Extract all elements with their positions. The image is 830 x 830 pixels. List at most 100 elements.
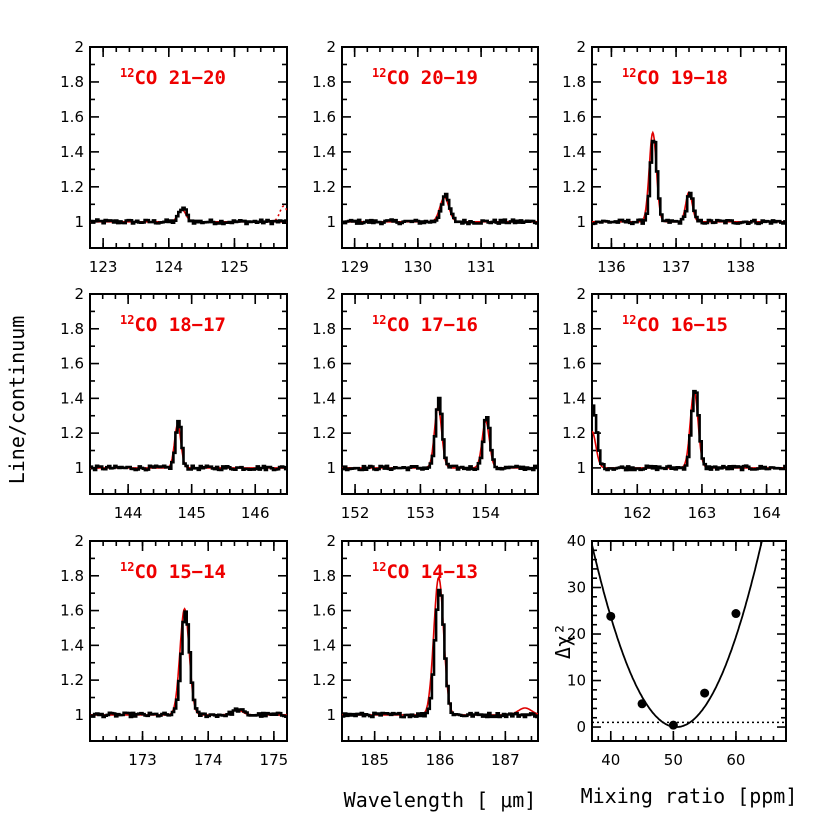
- transition-label: 12CO 14−13: [372, 560, 478, 583]
- isotope-superscript: 12: [372, 313, 386, 327]
- y-tick-label: 1: [74, 213, 84, 231]
- y-tick-label: 1.4: [60, 389, 84, 407]
- panel-3: 1 1.2 1.4 1.6 1.8 2 136 137 138 12CO 19−18: [562, 38, 787, 276]
- y-tick-label: 1.6: [312, 355, 336, 373]
- x-tick-label: 130: [404, 258, 433, 276]
- panel-1: 1 1.2 1.4 1.6 1.8 2 123 124 125 12CO 21−20: [60, 38, 288, 276]
- y-axis-title: Line/continuum: [5, 316, 29, 485]
- y-tick-label: 1.2: [562, 424, 586, 442]
- x-tick-label: 137: [662, 258, 691, 276]
- plot-area: [342, 396, 538, 472]
- y-tick-label: 1.2: [60, 671, 84, 689]
- panel-6: 1 1.2 1.4 1.6 1.8 2 162 163 164 12CO 16−15: [562, 285, 787, 522]
- y-tick-label: 1.8: [312, 567, 336, 585]
- y-tick-label: 20: [567, 625, 586, 643]
- mixing-ratio-axis-title: Mixing ratio [ppm]: [581, 784, 798, 808]
- isotope-superscript: 12: [372, 560, 386, 574]
- y-tick-label: 1.8: [60, 320, 84, 338]
- x-axis-title: Wavelength [ μm]: [344, 788, 537, 812]
- x-tick-label: 129: [340, 258, 369, 276]
- y-tick-label: 1.2: [562, 178, 586, 196]
- y-tick-label: 1.8: [60, 567, 84, 585]
- transition-label: 12CO 16−15: [622, 313, 728, 336]
- data-point: [700, 688, 710, 698]
- y-tick-label: 1.6: [60, 108, 84, 126]
- transition-text: CO 19−18: [636, 67, 728, 89]
- x-tick-label: 174: [194, 751, 223, 769]
- x-tick-label: 173: [128, 751, 157, 769]
- chi2-axis-title: Δχ²: [551, 623, 575, 659]
- y-tick-label: 1: [74, 706, 84, 724]
- model-spectrum-line: [592, 130, 786, 223]
- x-tick-label: 163: [688, 504, 717, 522]
- y-tick-label: 1.8: [312, 320, 336, 338]
- transition-text: CO 20−19: [386, 67, 478, 89]
- x-tick-label: 136: [597, 258, 626, 276]
- model-spectrum-line: [342, 405, 538, 469]
- isotope-superscript: 12: [622, 66, 636, 80]
- plot-area: [592, 389, 786, 472]
- isotope-superscript: 12: [120, 66, 134, 80]
- x-tick-label: 40: [601, 751, 620, 769]
- y-tick-label: 2: [326, 285, 336, 303]
- plot-area: [342, 192, 538, 226]
- transition-text: CO 17−16: [386, 314, 478, 336]
- x-tick-label: 152: [341, 504, 370, 522]
- transition-text: CO 18−17: [134, 314, 226, 336]
- y-tick-label: 40: [567, 532, 586, 550]
- x-tick-label: 145: [177, 504, 206, 522]
- y-tick-label: 1.4: [562, 389, 586, 407]
- y-tick-label: 2: [576, 38, 586, 56]
- panel-frame: [591, 540, 787, 742]
- y-tick-label: 1: [576, 213, 586, 231]
- y-tick-label: 30: [567, 579, 586, 597]
- y-tick-label: 2: [326, 532, 336, 550]
- y-tick-label: 1: [326, 706, 336, 724]
- plot-area: [342, 575, 538, 719]
- x-tick-label: 138: [726, 258, 755, 276]
- y-tick-label: 1.2: [312, 671, 336, 689]
- panel-frame: [89, 46, 288, 249]
- y-tick-label: 1.6: [562, 108, 586, 126]
- observed-spectrum-line: [90, 610, 287, 719]
- x-tick-label: 187: [491, 751, 520, 769]
- y-tick-label: 1.4: [312, 636, 336, 654]
- observed-spectrum-line: [592, 389, 786, 472]
- y-tick-label: 1.4: [60, 143, 84, 161]
- y-tick-label: 1: [326, 459, 336, 477]
- y-tick-label: 1.8: [562, 73, 586, 91]
- y-tick-label: 1: [74, 459, 84, 477]
- model-spectrum-line: [90, 423, 287, 469]
- x-tick-label: 125: [220, 258, 249, 276]
- plot-area: [592, 541, 786, 730]
- y-tick-label: 1.2: [60, 424, 84, 442]
- y-tick-label: 1.2: [312, 178, 336, 196]
- observed-spectrum-line: [90, 206, 287, 226]
- y-tick-label: 1.6: [60, 602, 84, 620]
- observed-spectrum-line: [342, 588, 538, 719]
- model-spectrum-line: [342, 575, 538, 716]
- x-tick-label: 124: [154, 258, 183, 276]
- y-tick-label: 1.8: [312, 73, 336, 91]
- y-tick-label: 2: [74, 532, 84, 550]
- x-tick-label: 131: [467, 258, 496, 276]
- x-tick-label: 164: [752, 504, 781, 522]
- y-tick-label: 2: [576, 285, 586, 303]
- model-edge-line: [270, 205, 287, 223]
- y-tick-label: 2: [74, 38, 84, 56]
- x-tick-label: 185: [360, 751, 389, 769]
- isotope-superscript: 12: [120, 560, 134, 574]
- x-tick-label: 186: [426, 751, 455, 769]
- observed-spectrum-line: [592, 139, 786, 226]
- transition-text: CO 15−14: [134, 561, 226, 583]
- y-tick-label: 1: [326, 213, 336, 231]
- transition-text: CO 21−20: [134, 67, 226, 89]
- panel-frame: [89, 293, 288, 495]
- transition-label: 12CO 20−19: [372, 66, 478, 89]
- panel-frame: [89, 540, 288, 742]
- panel-5: 1 1.2 1.4 1.6 1.8 2 152 153 154 12CO 17−16: [312, 285, 539, 522]
- panel-2: 1 1.2 1.4 1.6 1.8 2 129 130 131 12CO 20−19: [312, 38, 539, 276]
- transition-label: 12CO 15−14: [120, 560, 226, 583]
